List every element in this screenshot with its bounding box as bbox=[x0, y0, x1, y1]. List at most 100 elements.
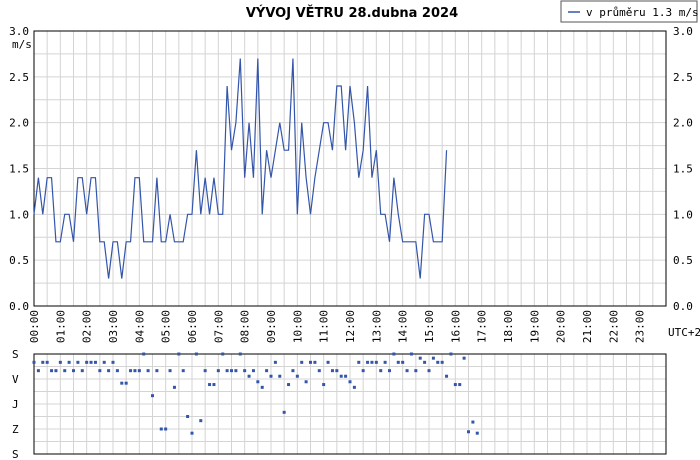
x-tick-label: 06:00 bbox=[186, 310, 199, 343]
speed-frame bbox=[33, 30, 667, 307]
direction-point bbox=[190, 431, 194, 435]
direction-point bbox=[243, 369, 247, 373]
direction-tick-label: S bbox=[12, 348, 19, 361]
direction-point bbox=[471, 420, 475, 424]
direction-point bbox=[379, 369, 383, 373]
x-tick-label: 18:00 bbox=[502, 310, 515, 343]
direction-tick-label: J bbox=[12, 398, 19, 411]
x-tick-label: 01:00 bbox=[54, 310, 67, 343]
x-tick-label: 13:00 bbox=[370, 310, 383, 343]
direction-grid bbox=[33, 353, 667, 455]
direction-point bbox=[85, 360, 89, 364]
speed-panel: 0.0 0.5 1.0 1.5 2.0 2.5 3.0 0.0 0.5 1.0 1.5 2.0 2.5… bbox=[9, 25, 700, 343]
direction-point bbox=[383, 360, 387, 364]
x-tick-label: 17:00 bbox=[476, 310, 489, 343]
direction-point bbox=[287, 383, 291, 387]
speed-y-ticks-left: 0.0 0.5 1.0 1.5 2.0 2.5 3.0 bbox=[9, 25, 29, 313]
direction-point bbox=[181, 369, 185, 373]
direction-point bbox=[251, 369, 255, 373]
direction-point bbox=[418, 356, 422, 360]
direction-point bbox=[32, 360, 36, 364]
direction-point bbox=[449, 352, 453, 356]
direction-point bbox=[124, 381, 128, 385]
x-tick-label: 03:00 bbox=[107, 310, 120, 343]
direction-point bbox=[322, 383, 326, 387]
direction-point bbox=[67, 360, 71, 364]
direction-point bbox=[133, 369, 137, 373]
direction-point bbox=[396, 360, 400, 364]
x-tick-label: 20:00 bbox=[555, 310, 568, 343]
y-tick-label-left: 3.0 bbox=[9, 25, 29, 38]
direction-point bbox=[186, 415, 190, 418]
direction-point bbox=[405, 369, 409, 373]
time-x-ticks: 00:00 01:00 02:00 03:00 04:00 05:00 06:00 07:00… bbox=[28, 310, 647, 343]
direction-point bbox=[107, 369, 111, 373]
direction-point bbox=[36, 369, 40, 373]
direction-point bbox=[352, 385, 356, 389]
direction-point bbox=[300, 360, 304, 364]
direction-tick-label: S bbox=[12, 448, 19, 460]
timezone-label: UTC+2 bbox=[668, 326, 700, 339]
chart-title: VÝVOJ VĚTRU 28.dubna 2024 bbox=[246, 5, 458, 21]
direction-point bbox=[326, 360, 330, 364]
direction-point bbox=[203, 369, 207, 373]
direction-point bbox=[265, 369, 269, 373]
direction-point bbox=[177, 352, 181, 356]
direction-point bbox=[475, 431, 479, 435]
direction-point bbox=[225, 369, 229, 373]
direction-point bbox=[80, 369, 84, 373]
direction-point bbox=[212, 383, 216, 387]
speed-y-ticks-right: 0.0 0.5 1.0 1.5 2.0 2.5 3.0 bbox=[673, 25, 693, 313]
x-tick-label: 14:00 bbox=[397, 310, 410, 343]
direction-point bbox=[238, 352, 242, 356]
direction-point bbox=[93, 360, 97, 364]
direction-point bbox=[111, 360, 115, 364]
direction-point bbox=[199, 419, 203, 423]
direction-point bbox=[445, 374, 449, 378]
direction-point bbox=[453, 383, 457, 387]
direction-point bbox=[120, 381, 124, 385]
direction-point bbox=[357, 360, 361, 364]
direction-point bbox=[58, 360, 62, 364]
direction-point bbox=[427, 369, 431, 373]
direction-point bbox=[339, 374, 343, 378]
y-tick-label-right: 1.0 bbox=[673, 208, 693, 221]
direction-point bbox=[129, 369, 133, 373]
speed-series-line bbox=[33, 58, 448, 279]
direction-point bbox=[309, 360, 312, 364]
x-tick-label: 10:00 bbox=[291, 310, 304, 343]
x-tick-label: 15:00 bbox=[423, 310, 436, 343]
y-tick-label-right: 3.0 bbox=[673, 25, 693, 38]
direction-tick-label: V bbox=[12, 373, 19, 386]
direction-point bbox=[392, 352, 396, 356]
y-tick-label-right: 1.5 bbox=[673, 163, 693, 176]
x-tick-label: 12:00 bbox=[344, 310, 357, 343]
direction-point bbox=[221, 352, 225, 356]
direction-point bbox=[366, 360, 370, 364]
direction-points bbox=[32, 352, 479, 435]
direction-point bbox=[304, 380, 308, 384]
direction-point bbox=[146, 369, 150, 373]
direction-point bbox=[216, 369, 220, 373]
x-tick-label: 21:00 bbox=[581, 310, 594, 343]
direction-point bbox=[409, 352, 413, 356]
y-tick-label-left: 1.0 bbox=[9, 208, 29, 221]
direction-point bbox=[76, 360, 80, 364]
direction-point bbox=[291, 369, 295, 373]
direction-point bbox=[137, 369, 141, 373]
direction-point bbox=[151, 394, 154, 398]
direction-point bbox=[98, 369, 102, 373]
direction-point bbox=[168, 369, 172, 373]
direction-point bbox=[89, 360, 93, 364]
direction-point bbox=[374, 360, 378, 364]
direction-point bbox=[260, 385, 264, 389]
x-tick-label: 11:00 bbox=[318, 310, 331, 343]
direction-point bbox=[102, 360, 106, 364]
x-tick-label: 07:00 bbox=[212, 310, 225, 343]
direction-point bbox=[45, 360, 49, 364]
y-tick-label-right: 2.0 bbox=[673, 117, 693, 130]
direction-point bbox=[414, 369, 418, 373]
y-tick-label-left: 2.5 bbox=[9, 71, 29, 84]
